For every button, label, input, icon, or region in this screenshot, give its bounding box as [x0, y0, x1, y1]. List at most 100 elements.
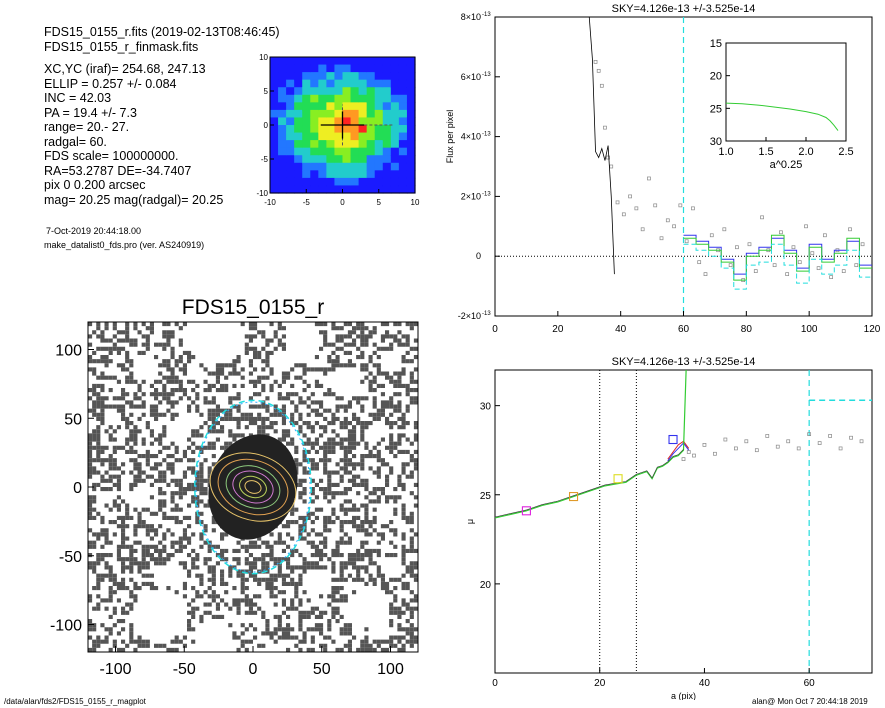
- noise-pixel: [141, 507, 146, 512]
- noise-pixel: [187, 396, 192, 401]
- noise-pixel: [339, 594, 344, 599]
- noise-pixel: [298, 478, 303, 483]
- heatmap-cell: [286, 87, 295, 96]
- noise-pixel: [306, 412, 311, 417]
- noise-pixel: [154, 478, 159, 483]
- noise-pixel: [298, 462, 303, 467]
- noise-pixel: [170, 647, 175, 652]
- noise-pixel: [162, 643, 167, 648]
- noise-pixel: [314, 553, 319, 558]
- heatmap-cell: [398, 72, 408, 81]
- heatmap-cell: [318, 170, 327, 179]
- noise-pixel: [376, 458, 381, 463]
- noise-pixel: [96, 416, 101, 421]
- noise-pixel: [96, 334, 101, 339]
- noise-pixel: [298, 577, 303, 582]
- noise-pixel: [129, 429, 134, 434]
- noise-pixel: [281, 408, 286, 413]
- noise-pixel: [154, 532, 159, 537]
- noise-pixel: [347, 363, 352, 368]
- noise-pixel: [352, 462, 357, 467]
- noise-pixel: [310, 445, 315, 450]
- noise-pixel: [96, 383, 101, 388]
- noise-pixel: [339, 326, 344, 331]
- noise-pixel: [220, 598, 225, 603]
- heatmap-cell: [294, 125, 303, 134]
- noise-pixel: [269, 412, 274, 417]
- noise-pixel: [380, 400, 385, 405]
- noise-pixel: [372, 647, 377, 652]
- noise-pixel: [273, 602, 278, 607]
- noise-pixel: [121, 532, 126, 537]
- noise-pixel: [405, 392, 410, 397]
- noise-pixel: [401, 466, 406, 471]
- noise-pixel: [211, 544, 216, 549]
- noise-pixel: [290, 635, 295, 640]
- heatmap-cell: [406, 72, 416, 81]
- noise-pixel: [290, 536, 295, 541]
- noise-pixel: [133, 507, 138, 512]
- noise-pixel: [92, 388, 97, 393]
- noise-pixel: [88, 334, 93, 339]
- noise-pixel: [413, 462, 418, 467]
- noise-pixel: [162, 557, 167, 562]
- noise-pixel: [162, 334, 167, 339]
- noise-pixel: [376, 466, 381, 471]
- noise-pixel: [347, 400, 352, 405]
- heatmap-cell: [366, 185, 376, 194]
- noise-pixel: [286, 627, 291, 632]
- noise-pixel: [253, 346, 258, 351]
- noise-pixel: [343, 565, 348, 570]
- noise-pixel: [335, 540, 340, 545]
- noise-pixel: [376, 499, 381, 504]
- noise-pixel: [191, 610, 196, 615]
- noise-pixel: [178, 379, 183, 384]
- noise-pixel: [137, 586, 142, 591]
- noise-pixel: [141, 400, 146, 405]
- noise-pixel: [372, 520, 377, 525]
- noise-pixel: [331, 392, 336, 397]
- noise-pixel: [92, 458, 97, 463]
- noise-pixel: [141, 520, 146, 525]
- noise-pixel: [240, 639, 245, 644]
- heatmap-cell: [390, 170, 400, 179]
- noise-pixel: [364, 520, 369, 525]
- x-tick-label: 50: [313, 661, 331, 678]
- noise-pixel: [257, 350, 262, 355]
- noise-pixel: [207, 557, 212, 562]
- info-block: XC,YC (iraf)= 254.68, 247.13 ELLIP = 0.2…: [44, 62, 223, 207]
- noise-pixel: [314, 507, 319, 512]
- noise-pixel: [121, 416, 126, 421]
- noise-pixel: [368, 449, 373, 454]
- noise-pixel: [343, 577, 348, 582]
- noise-pixel: [368, 454, 373, 459]
- noise-pixel: [356, 573, 361, 578]
- data-point: [697, 260, 702, 265]
- noise-pixel: [364, 487, 369, 492]
- noise-pixel: [409, 639, 414, 644]
- noise-pixel: [310, 565, 315, 570]
- noise-pixel: [244, 610, 249, 615]
- noise-pixel: [253, 594, 258, 599]
- noise-pixel: [347, 561, 352, 566]
- noise-pixel: [88, 619, 93, 624]
- noise-pixel: [413, 495, 418, 500]
- noise-pixel: [298, 602, 303, 607]
- noise-pixel: [248, 326, 253, 331]
- noise-pixel: [88, 462, 93, 467]
- noise-pixel: [294, 408, 299, 413]
- noise-pixel: [248, 573, 253, 578]
- noise-pixel: [273, 573, 278, 578]
- noise-pixel: [294, 548, 299, 553]
- noise-pixel: [286, 396, 291, 401]
- noise-pixel: [327, 602, 332, 607]
- noise-pixel: [112, 482, 117, 487]
- noise-pixel: [356, 462, 361, 467]
- noise-pixel: [207, 548, 212, 553]
- noise-pixel: [389, 445, 394, 450]
- noise-pixel: [162, 445, 167, 450]
- noise-pixel: [376, 569, 381, 574]
- noise-pixel: [253, 610, 258, 615]
- heatmap-cell: [406, 87, 416, 96]
- noise-pixel: [191, 606, 196, 611]
